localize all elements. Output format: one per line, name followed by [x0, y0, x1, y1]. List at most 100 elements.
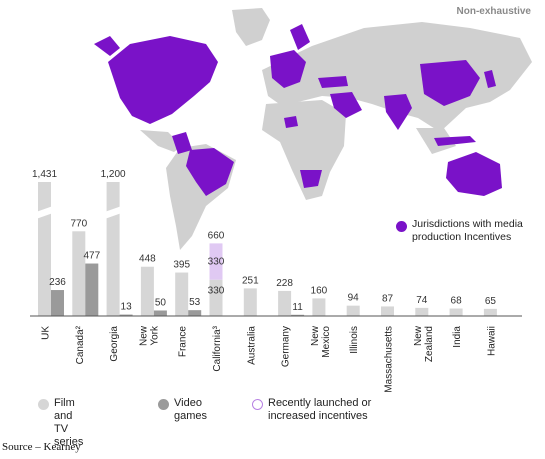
legend-swatch-video-games: [158, 399, 169, 410]
bar-film-uk: [38, 182, 51, 316]
x-tick-label-illinois: Illinois: [349, 326, 360, 354]
value-label-games-france: 53: [189, 297, 201, 308]
bar-film-california: [209, 279, 223, 316]
x-tick-label-india: India: [452, 326, 463, 348]
x-tick-label-line-new-mexico-1: New: [310, 325, 321, 346]
value-label-games-georgia: 13: [121, 302, 133, 313]
value-label-film-massachusetts: 87: [382, 293, 394, 304]
axis-break-georgia: [104, 206, 122, 219]
x-axis: UK Canada² Georgia NewYork France California³…: [30, 315, 522, 393]
chart-legend: Film and TV series Video games Recently …: [38, 397, 518, 448]
source-note: Source – Kearney: [2, 441, 81, 453]
x-tick-label-uk: UK: [41, 326, 52, 340]
value-label-film-new-york: 448: [139, 254, 156, 265]
value-label-film-australia: 251: [242, 275, 259, 286]
value-label-recent-california: 330: [208, 257, 225, 268]
value-label-film-uk: 1,431: [32, 169, 57, 180]
bar-games-france: [188, 310, 202, 316]
bar-games-uk: [51, 290, 64, 316]
map-note: Non-exhaustive: [456, 6, 531, 17]
value-label-film-india: 68: [451, 296, 463, 307]
x-tick-label-line-new-york-2: York: [149, 325, 160, 346]
map-australia: [446, 152, 502, 196]
x-tick-label-line-new-york-1: New: [138, 325, 149, 346]
x-tick-label-georgia: Georgia: [109, 326, 120, 362]
x-tick-label-canada: Canada²: [75, 325, 86, 364]
map-north-america: [108, 36, 218, 124]
x-tick-label-germany: Germany: [281, 326, 292, 367]
value-label-film-illinois: 94: [348, 293, 360, 304]
value-label-games-new-york: 50: [155, 298, 167, 309]
x-tick-label-australia: Australia: [246, 326, 257, 365]
bar-games-georgia: [119, 314, 133, 316]
x-tick-label-line-new-zealand-2: Zealand: [424, 326, 435, 362]
world-map: [94, 8, 532, 250]
value-label-film-canada: 770: [70, 218, 87, 229]
map-india: [384, 94, 412, 130]
value-label-film-california: 330: [208, 286, 225, 297]
map-western-europe: [270, 50, 306, 88]
legend-swatch-film-tv: [38, 399, 49, 410]
bar-games-canada: [85, 263, 99, 316]
x-tick-label-new-zealand: NewZealand: [413, 325, 435, 362]
x-tick-label-hawaii: Hawaii: [486, 326, 497, 356]
value-label-film-georgia: 1,200: [101, 169, 126, 180]
x-tick-label-new-york: NewYork: [138, 325, 160, 346]
map-turkey: [318, 76, 348, 88]
bar-film-new-york: [140, 266, 154, 316]
bar-film-hawaii: [483, 308, 497, 316]
value-label-games-germany: 11: [292, 302, 303, 313]
map-scandinavia: [290, 24, 310, 50]
x-tick-label-new-mexico: NewMexico: [310, 325, 332, 357]
value-label-film-hawaii: 65: [485, 296, 497, 307]
bar-film-germany: [278, 290, 292, 316]
bar-recent-california: [209, 243, 223, 280]
map-nigeria: [284, 116, 298, 128]
value-label-total-california: 660: [208, 230, 225, 241]
bar-film-canada: [72, 231, 86, 316]
x-tick-label-california: California³: [212, 325, 223, 371]
map-indonesia: [434, 136, 476, 146]
x-tick-label-line-new-zealand-1: New: [413, 325, 424, 346]
map-brazil: [186, 148, 234, 196]
bar-film-france: [175, 272, 189, 316]
value-label-film-germany: 228: [276, 278, 293, 289]
map-east-asia: [420, 60, 480, 106]
bar-games-new-york: [153, 310, 167, 316]
legend-label-film-tv: Film and TV series: [54, 397, 84, 448]
bar-layer: [36, 182, 497, 316]
bar-film-georgia: [106, 182, 120, 316]
bar-film-australia: [243, 288, 257, 316]
bar-film-new-zealand: [415, 307, 429, 316]
map-legend-swatch: [396, 221, 407, 232]
value-label-games-uk: 236: [49, 277, 66, 288]
value-label-film-new-zealand: 74: [416, 295, 428, 306]
map-central-america: [140, 130, 182, 152]
bar-film-illinois: [346, 305, 360, 316]
axis-break-uk: [36, 206, 53, 219]
map-legend-label: Jurisdictions with media production Ince…: [412, 218, 523, 243]
value-label-film-new-mexico: 160: [311, 285, 328, 296]
value-label-film-france: 395: [173, 260, 190, 271]
value-label-layer: 1,431 236 770 477 1,200 13 448 50 395 53 330 330 660…: [32, 169, 496, 313]
legend-label-recent: Recently launched or increased incentive…: [268, 397, 372, 422]
x-tick-label-line-new-mexico-2: Mexico: [321, 326, 332, 358]
bar-film-new-mexico: [312, 298, 326, 316]
map-south-africa: [300, 170, 322, 188]
x-tick-label-france: France: [178, 326, 189, 358]
map-japan: [484, 70, 496, 88]
legend-label-video-games: Video games: [174, 397, 208, 422]
bar-games-germany: [291, 314, 305, 316]
map-middle-east: [330, 92, 362, 118]
map-colombia: [172, 132, 192, 154]
legend-swatch-recent: [252, 399, 263, 410]
map-alaska: [94, 36, 120, 56]
bar-film-massachusetts: [381, 306, 394, 316]
bar-film-india: [449, 308, 463, 316]
map-europe-asia: [262, 22, 532, 132]
map-africa: [262, 100, 346, 200]
value-label-games-canada: 477: [83, 251, 100, 262]
map-greenland: [232, 8, 270, 46]
x-tick-label-massachusetts: Massachusetts: [384, 326, 395, 393]
